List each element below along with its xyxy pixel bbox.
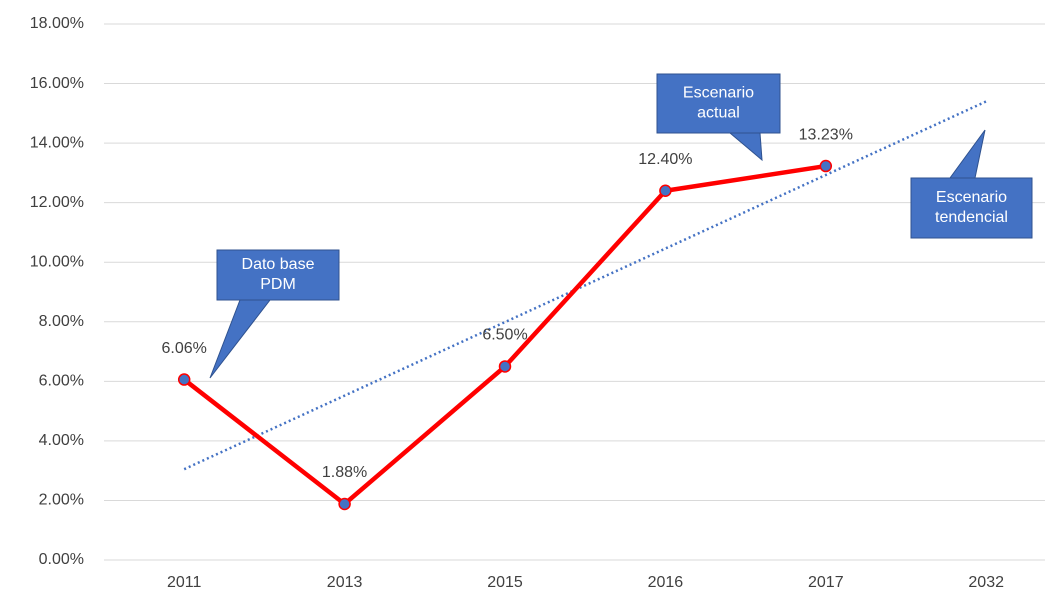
marker xyxy=(659,184,672,198)
data-label: 6.50% xyxy=(482,327,527,344)
callout-text: tendencial xyxy=(935,209,1008,226)
marker xyxy=(338,497,351,511)
y-tick-label: 6.00% xyxy=(39,373,84,390)
x-tick-label: 2017 xyxy=(808,574,844,591)
y-tick-label: 14.00% xyxy=(30,134,84,151)
y-tick-label: 0.00% xyxy=(39,551,84,568)
marker xyxy=(177,373,191,386)
callout-text: Escenario xyxy=(936,189,1007,206)
data-label: 13.23% xyxy=(799,126,853,143)
callout-text: PDM xyxy=(260,276,296,293)
x-tick-label: 2011 xyxy=(167,574,202,591)
y-tick-label: 18.00% xyxy=(30,15,84,32)
callout-text: Escenario xyxy=(683,85,754,102)
y-tick-label: 12.00% xyxy=(30,194,84,211)
marker xyxy=(819,159,833,173)
callout-box xyxy=(216,249,340,301)
callout-pointer xyxy=(209,299,272,379)
trendline xyxy=(183,100,987,471)
data-label: 12.40% xyxy=(638,151,692,168)
x-tick-label: 2032 xyxy=(968,574,1004,591)
callout-box xyxy=(910,177,1033,239)
callout-text: Dato base xyxy=(242,256,315,273)
callout-box xyxy=(656,73,781,134)
callout-text: actual xyxy=(697,105,740,122)
x-tick-label: 2016 xyxy=(648,574,684,591)
y-tick-label: 4.00% xyxy=(39,432,84,449)
x-tick-label: 2013 xyxy=(327,574,363,591)
y-tick-label: 2.00% xyxy=(39,492,84,509)
callout-pointer xyxy=(949,129,986,179)
y-tick-label: 16.00% xyxy=(30,75,84,92)
data-label: 6.06% xyxy=(162,340,207,357)
y-tick-label: 10.00% xyxy=(30,253,84,270)
callout-pointer xyxy=(728,132,763,162)
x-tick-label: 2015 xyxy=(487,574,523,591)
data-label: 1.88% xyxy=(322,464,367,481)
marker xyxy=(498,360,512,373)
y-tick-label: 8.00% xyxy=(39,313,84,330)
